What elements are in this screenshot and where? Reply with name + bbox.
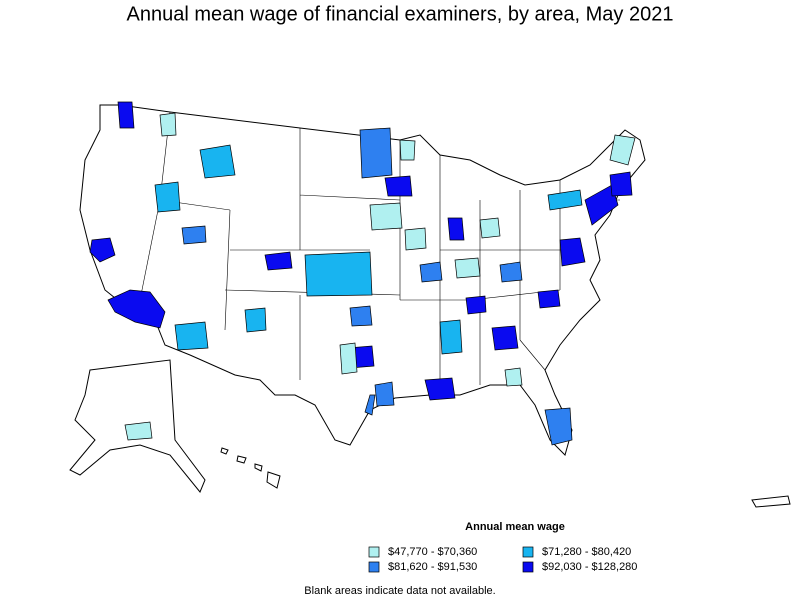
area-region bbox=[154, 181, 181, 213]
area-region bbox=[117, 101, 135, 129]
legend-label: $71,280 - $80,420 bbox=[542, 546, 631, 558]
area-region bbox=[364, 394, 376, 416]
area-region bbox=[544, 407, 573, 446]
area-region bbox=[439, 319, 463, 355]
note: Blank areas indicate data not available. bbox=[304, 585, 495, 597]
legend-swatch bbox=[368, 561, 380, 573]
area-region bbox=[399, 139, 416, 161]
area-region bbox=[559, 237, 586, 267]
legend-swatch bbox=[522, 561, 534, 573]
area-region bbox=[584, 184, 619, 226]
area-region bbox=[609, 134, 636, 166]
area-region bbox=[124, 421, 153, 441]
title: Annual mean wage of financial examiners,… bbox=[127, 3, 674, 25]
legend-label: $47,770 - $70,360 bbox=[388, 546, 477, 558]
legend-title: Annual mean wage bbox=[465, 521, 565, 533]
area-region bbox=[369, 202, 403, 231]
legend-swatch bbox=[368, 546, 380, 558]
area-region bbox=[159, 112, 177, 137]
area-region bbox=[304, 251, 373, 297]
puerto-rico bbox=[751, 495, 791, 508]
legend: $47,770 - $70,360 $71,280 - $80,420 $81,62… bbox=[368, 546, 637, 573]
legend-label: $81,620 - $91,530 bbox=[388, 561, 477, 573]
area-region bbox=[374, 381, 395, 407]
area-region bbox=[504, 367, 523, 387]
area-region bbox=[181, 225, 207, 245]
area-region bbox=[199, 144, 236, 179]
area-region bbox=[499, 261, 523, 283]
area-region bbox=[454, 257, 481, 279]
area-region bbox=[349, 305, 373, 327]
area-region bbox=[479, 217, 501, 239]
area-region bbox=[244, 307, 267, 333]
area-region bbox=[547, 189, 583, 211]
area-region bbox=[174, 321, 209, 351]
area-region bbox=[107, 289, 166, 329]
hawaii bbox=[220, 447, 281, 489]
legend-swatch bbox=[522, 546, 534, 558]
area-region bbox=[339, 342, 358, 375]
area-region bbox=[89, 237, 116, 263]
area-region bbox=[384, 175, 413, 197]
area-region bbox=[359, 127, 393, 179]
us-map bbox=[69, 101, 791, 508]
area-region bbox=[404, 227, 427, 251]
area-region bbox=[424, 377, 456, 401]
area-region bbox=[419, 261, 443, 283]
area-region bbox=[264, 251, 293, 271]
area-region bbox=[465, 295, 487, 315]
area-region bbox=[609, 171, 633, 197]
area-region bbox=[491, 325, 519, 351]
area-region bbox=[447, 217, 465, 241]
area-region bbox=[537, 289, 561, 309]
legend-label: $92,030 - $128,280 bbox=[542, 561, 637, 573]
